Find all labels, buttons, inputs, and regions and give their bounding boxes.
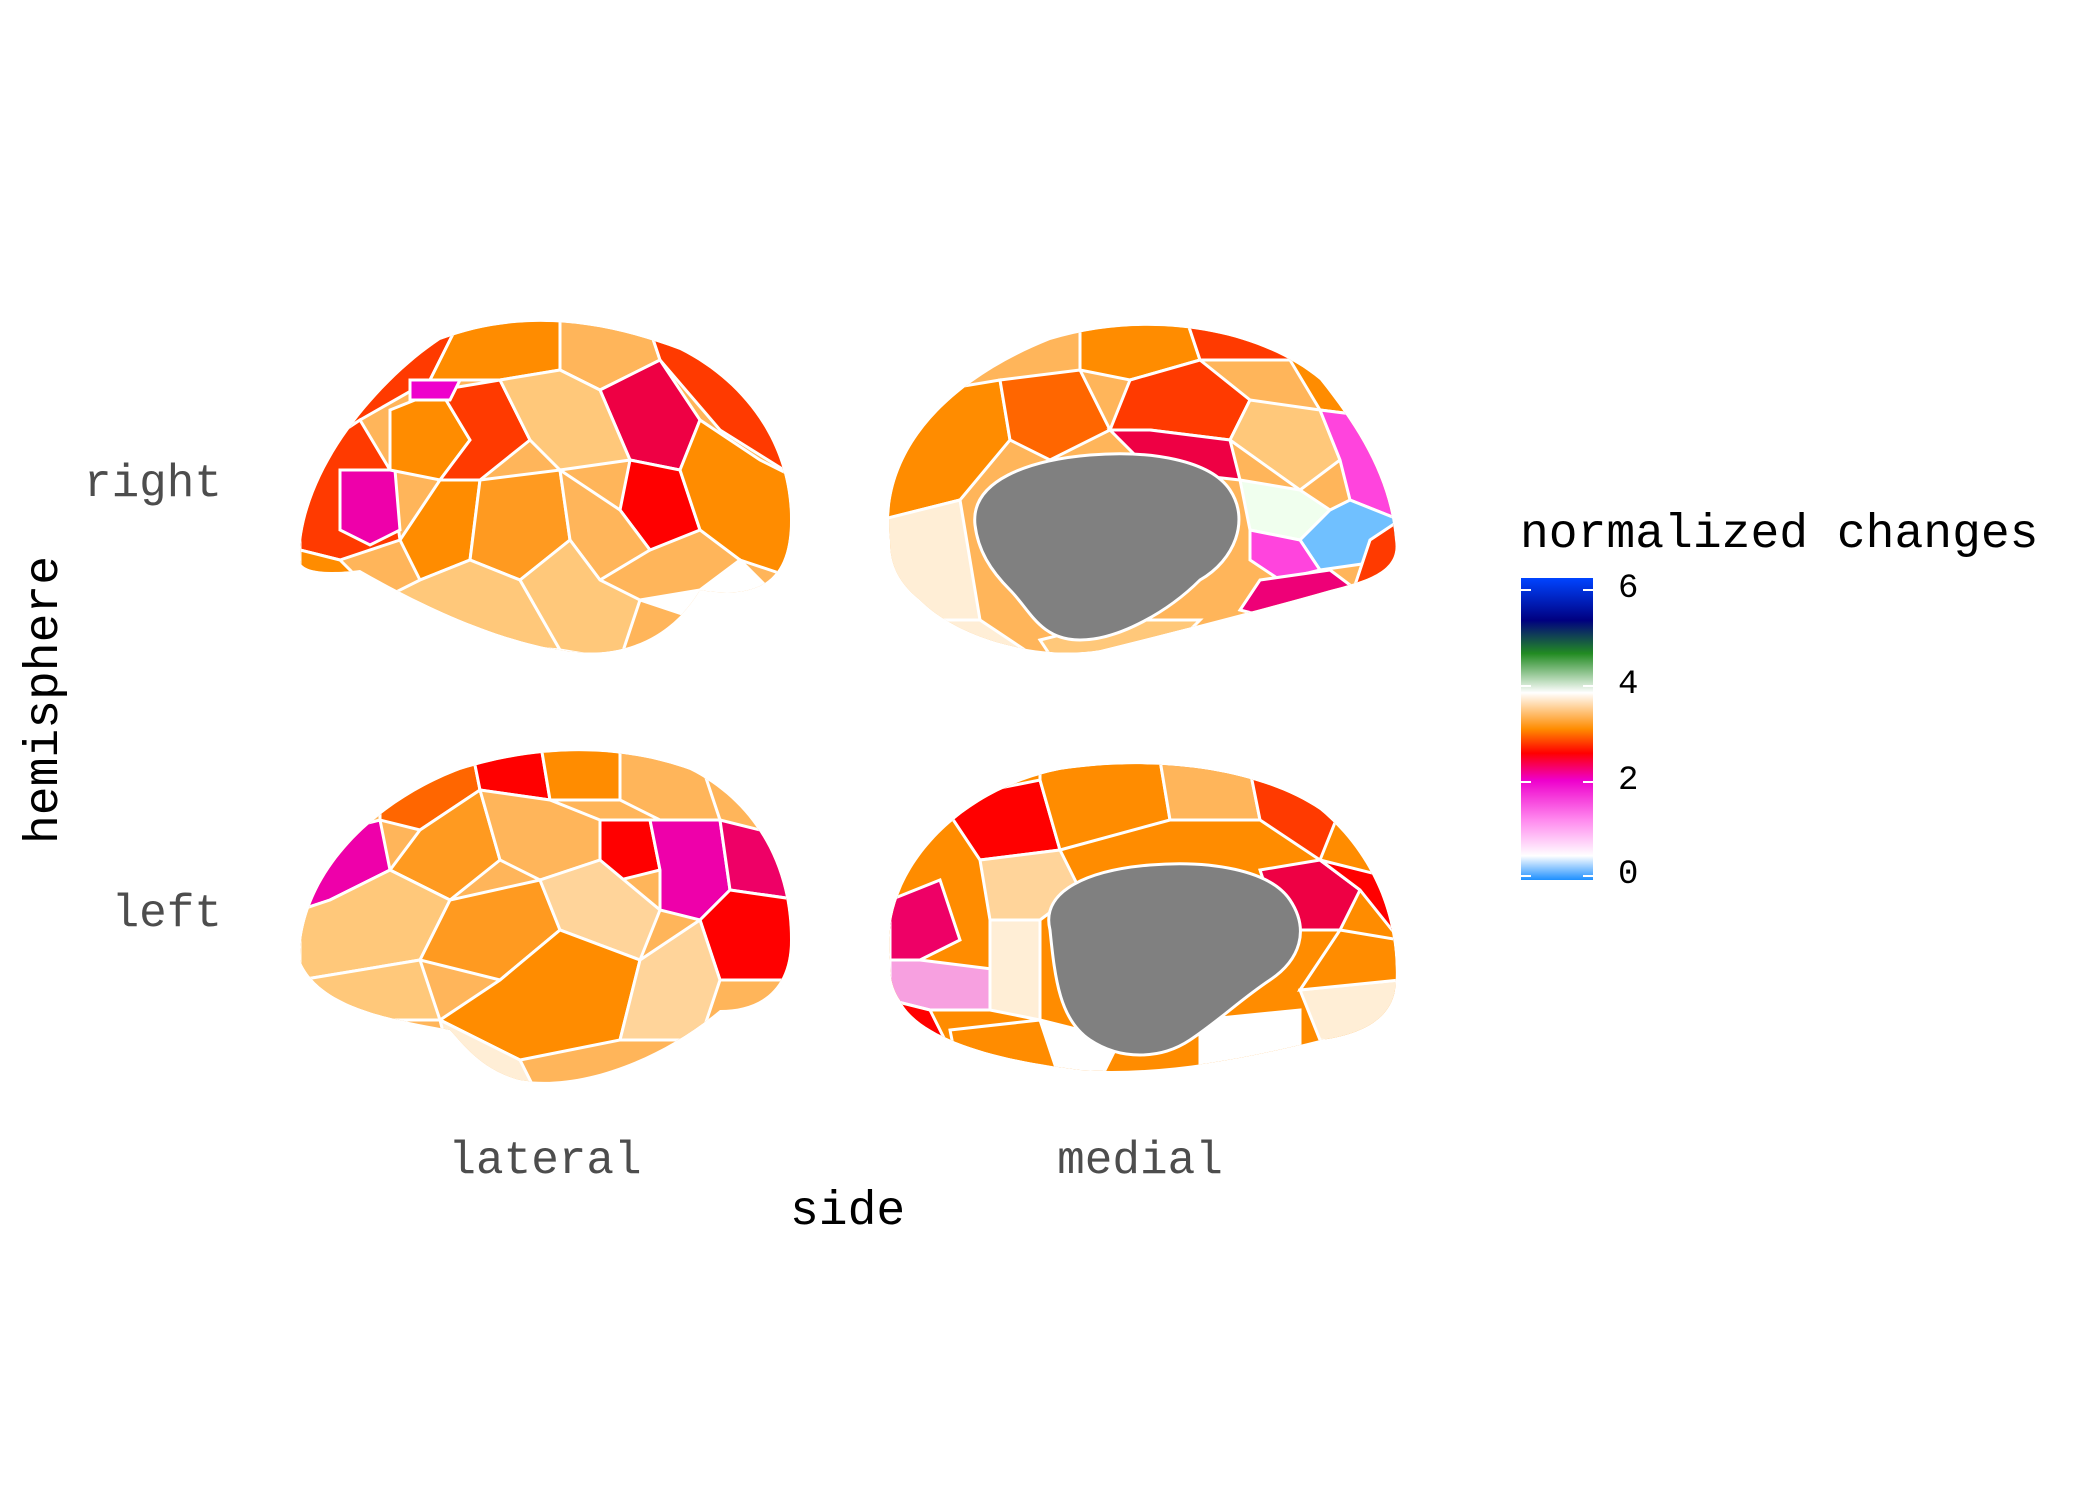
legend-tick-2: 2 [1618,762,1639,800]
y-axis-title: hemisphere [18,555,72,845]
legend-tick-4: 4 [1618,666,1639,704]
column-label-lateral: lateral [448,1135,642,1187]
brain-left-lateral [300,751,790,1082]
brain-left-medial [889,764,1396,1071]
row-label-right: right [83,458,222,510]
row-label-left: left [111,888,222,940]
column-label-medial: medial [1057,1135,1223,1187]
x-axis-title: side [790,1185,906,1239]
brain-right-medial [889,325,1396,653]
legend-tick-6: 6 [1618,570,1639,608]
medial-wall-right [973,452,1241,642]
brain-right-lateral [300,321,790,653]
medial-wall-left [1047,862,1302,1057]
legend-colorbar [1521,578,1593,880]
legend-tick-0: 0 [1618,856,1639,894]
legend-title: normalized changes [1520,508,2039,562]
